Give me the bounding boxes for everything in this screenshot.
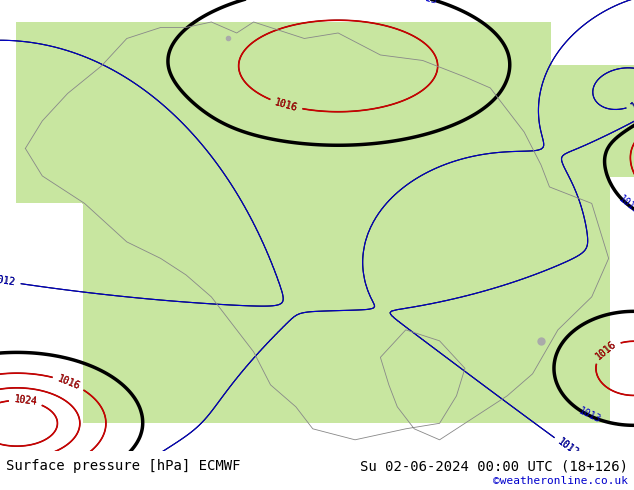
Text: 1013: 1013 [94,460,120,481]
Text: ©weatheronline.co.uk: ©weatheronline.co.uk [493,476,628,486]
Text: 1008: 1008 [285,464,309,475]
Text: 1008: 1008 [285,464,309,475]
Text: 1016: 1016 [593,339,618,362]
Text: 1016: 1016 [273,97,299,113]
Text: 1013: 1013 [413,0,439,5]
Text: 1024: 1024 [13,394,38,408]
Text: Su 02-06-2024 00:00 UTC (18+126): Su 02-06-2024 00:00 UTC (18+126) [359,460,628,473]
Text: 1013: 1013 [577,406,602,425]
Text: 1008: 1008 [629,90,634,112]
Text: 1012: 1012 [0,274,16,288]
Text: 1016: 1016 [593,339,618,362]
Text: Surface pressure [hPa] ECMWF: Surface pressure [hPa] ECMWF [6,460,241,473]
Text: 1012: 1012 [555,437,581,459]
Text: 1020: 1020 [0,449,6,464]
Text: 1013: 1013 [616,194,634,217]
Text: 1024: 1024 [13,394,38,408]
Text: 1016: 1016 [56,373,81,392]
Text: 1016: 1016 [56,373,81,392]
Text: 1012: 1012 [0,274,16,288]
Text: 1012: 1012 [555,437,581,459]
Text: 1008: 1008 [629,90,634,112]
Text: 1016: 1016 [273,97,299,113]
Text: 1020: 1020 [0,449,6,464]
